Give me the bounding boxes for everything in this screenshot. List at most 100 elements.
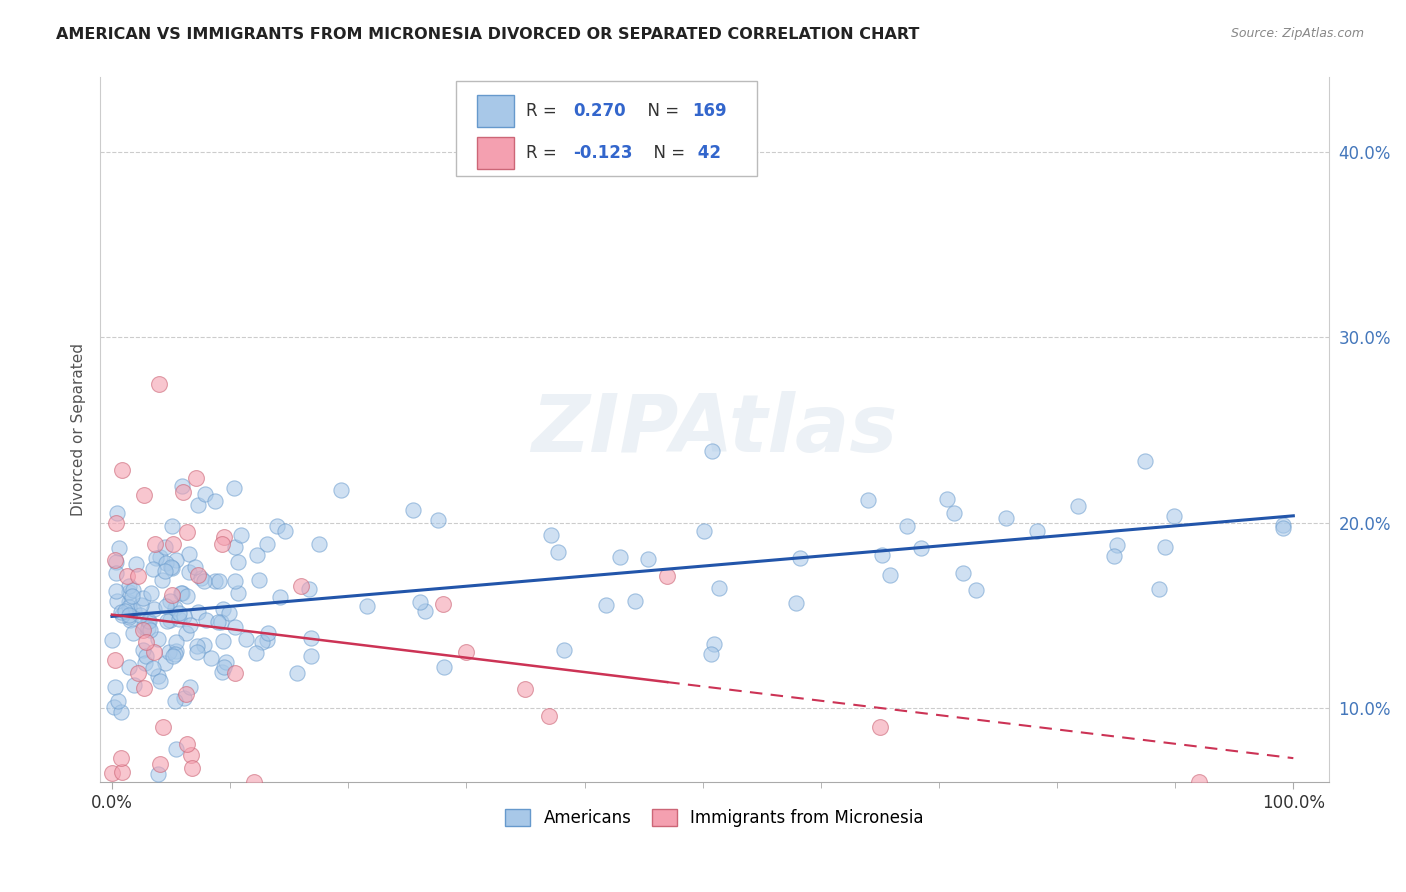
Point bbox=[910, 541, 932, 555]
Point bbox=[170, 586, 193, 600]
Point bbox=[538, 708, 561, 723]
Point bbox=[245, 646, 267, 660]
Point bbox=[1107, 538, 1129, 552]
Point bbox=[104, 653, 127, 667]
Point bbox=[943, 506, 966, 520]
Point bbox=[146, 632, 169, 646]
Point bbox=[285, 666, 308, 681]
Point bbox=[186, 639, 208, 653]
Point bbox=[256, 633, 278, 648]
Point bbox=[1067, 499, 1090, 513]
Point bbox=[159, 593, 181, 607]
Point bbox=[226, 586, 249, 600]
Point bbox=[426, 513, 449, 527]
Text: 0.270: 0.270 bbox=[574, 102, 626, 120]
Point bbox=[242, 775, 264, 789]
Text: 42: 42 bbox=[692, 145, 721, 162]
Point bbox=[159, 560, 181, 574]
Point bbox=[134, 620, 156, 634]
Point bbox=[105, 566, 128, 580]
Point bbox=[187, 567, 209, 582]
Point bbox=[111, 607, 134, 622]
Text: ZIPAtlas: ZIPAtlas bbox=[531, 391, 897, 469]
Point bbox=[433, 660, 456, 674]
Point bbox=[169, 612, 191, 626]
Point bbox=[110, 706, 132, 720]
Point bbox=[143, 602, 166, 616]
FancyBboxPatch shape bbox=[457, 81, 758, 176]
Text: R =: R = bbox=[526, 102, 562, 120]
Point bbox=[104, 583, 127, 598]
Point bbox=[101, 766, 124, 780]
Point bbox=[104, 555, 127, 569]
Point bbox=[135, 635, 157, 649]
Point bbox=[131, 591, 153, 605]
Point bbox=[256, 536, 278, 550]
FancyBboxPatch shape bbox=[477, 137, 515, 169]
Point bbox=[122, 626, 145, 640]
Point bbox=[118, 613, 141, 627]
Point bbox=[211, 634, 233, 648]
Point bbox=[208, 574, 231, 588]
Point bbox=[162, 588, 184, 602]
Point bbox=[118, 600, 141, 615]
Point bbox=[105, 506, 128, 520]
Point bbox=[138, 615, 160, 629]
Point bbox=[165, 552, 187, 566]
Point bbox=[547, 545, 569, 559]
Point bbox=[180, 747, 202, 762]
Point bbox=[789, 551, 811, 566]
Point bbox=[153, 564, 176, 578]
Point bbox=[143, 537, 166, 551]
Point bbox=[149, 549, 172, 564]
Point bbox=[153, 656, 176, 670]
Point bbox=[146, 668, 169, 682]
Point bbox=[356, 599, 378, 613]
Point bbox=[290, 579, 312, 593]
Point bbox=[136, 621, 159, 635]
Point bbox=[1133, 454, 1156, 468]
Point bbox=[179, 680, 201, 694]
Point bbox=[165, 741, 187, 756]
Point bbox=[247, 573, 270, 587]
Point bbox=[174, 687, 197, 701]
Point bbox=[111, 463, 134, 477]
Point bbox=[139, 623, 162, 637]
Point bbox=[135, 649, 157, 664]
Point bbox=[118, 594, 141, 608]
Point bbox=[1149, 582, 1171, 596]
Point bbox=[148, 376, 170, 391]
Point bbox=[896, 519, 918, 533]
Point bbox=[132, 681, 155, 695]
Point bbox=[174, 625, 197, 640]
Point bbox=[195, 613, 218, 627]
Point bbox=[1188, 775, 1211, 789]
Point bbox=[176, 737, 198, 751]
Text: Source: ZipAtlas.com: Source: ZipAtlas.com bbox=[1230, 27, 1364, 40]
Point bbox=[110, 751, 132, 765]
Text: -0.123: -0.123 bbox=[574, 145, 633, 162]
Point bbox=[163, 647, 186, 661]
Point bbox=[402, 503, 425, 517]
Point bbox=[155, 556, 177, 570]
Point bbox=[299, 648, 322, 663]
Point bbox=[256, 625, 278, 640]
Point bbox=[595, 598, 617, 612]
Point bbox=[193, 574, 215, 589]
Point bbox=[170, 479, 193, 493]
Point bbox=[250, 635, 273, 649]
Point bbox=[125, 558, 148, 572]
Point bbox=[163, 600, 186, 615]
Point bbox=[224, 666, 246, 681]
Point bbox=[132, 623, 155, 637]
Point bbox=[224, 482, 246, 496]
Point bbox=[153, 540, 176, 554]
Point bbox=[108, 541, 131, 556]
Point bbox=[101, 633, 124, 648]
Point bbox=[155, 599, 177, 613]
Point bbox=[170, 585, 193, 599]
Point bbox=[184, 560, 207, 574]
Legend: Americans, Immigrants from Micronesia: Americans, Immigrants from Micronesia bbox=[499, 803, 931, 834]
Point bbox=[879, 567, 901, 582]
Point bbox=[118, 660, 141, 674]
